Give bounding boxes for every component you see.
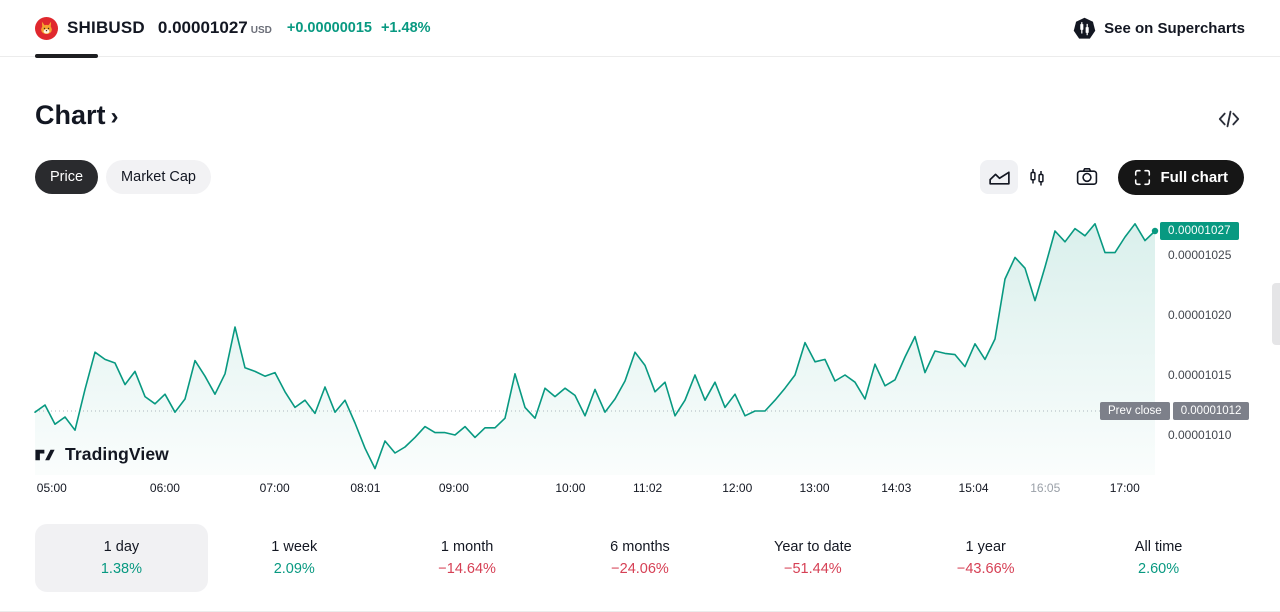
page-scrollbar-thumb[interactable]	[1272, 283, 1280, 345]
full-chart-label: Full chart	[1160, 168, 1228, 186]
candlestick-icon	[1030, 168, 1045, 185]
stat-6-months[interactable]: 6 months −24.06%	[554, 524, 727, 592]
stat-change-value: −14.64%	[438, 561, 496, 577]
symbol-ticker: SHIBUSD	[67, 18, 145, 37]
supercharts-icon	[1073, 17, 1096, 39]
price-toggle-button[interactable]: Price	[35, 160, 99, 194]
embed-code-icon[interactable]	[1216, 106, 1242, 132]
stat-1-week[interactable]: 1 week 2.09%	[208, 524, 381, 592]
stat-period-label: 1 day	[103, 539, 140, 555]
time-axis-label: 15:04	[958, 481, 989, 495]
chart-section-title[interactable]: Chart ›	[35, 100, 119, 131]
symbol-change: +0.00000015 +1.48%	[287, 20, 431, 36]
time-axis-label: 08:01	[350, 481, 381, 495]
stat-period-label: 1 year	[965, 539, 1006, 555]
time-axis-label: 10:00	[555, 481, 586, 495]
last-price-dot	[1151, 227, 1159, 235]
snapshot-button[interactable]	[1068, 160, 1106, 194]
stat-period-label: All time	[1134, 539, 1183, 555]
market-cap-toggle-button[interactable]: Market Cap	[106, 160, 211, 194]
time-axis-label: 05:00	[36, 481, 67, 495]
shib-coin-logo	[35, 16, 58, 40]
stat-period-label: 1 week	[271, 539, 318, 555]
stat-1-year[interactable]: 1 year −43.66%	[899, 524, 1072, 592]
fullscreen-icon	[1135, 169, 1151, 185]
prev-close-badge: Prev close 0.00001012	[1100, 402, 1250, 420]
time-axis-label: 12:00	[722, 481, 753, 495]
tradingview-logo-icon	[35, 449, 55, 460]
prev-close-tag: Prev close	[1100, 402, 1170, 420]
change-percent: +1.48%	[380, 20, 431, 36]
time-axis-label: 09:00	[438, 481, 469, 495]
symbol-price: 0.00001027	[157, 18, 248, 37]
time-axis-label: 06:00	[149, 481, 180, 495]
stat-change-value: 2.60%	[1138, 561, 1180, 577]
stat-change-value: 2.09%	[273, 561, 315, 577]
stat-period-label: 1 month	[440, 539, 494, 555]
chevron-right-icon: ›	[110, 102, 119, 130]
area-chart-icon	[989, 171, 1010, 185]
time-axis-label: 16:05	[1030, 481, 1061, 495]
full-chart-button[interactable]: Full chart	[1118, 159, 1244, 195]
tradingview-attribution[interactable]: TradingView	[35, 444, 169, 465]
time-axis-label: 13:00	[799, 481, 830, 495]
page-title: Chart	[35, 100, 106, 130]
stat-change-value: 1.38%	[100, 561, 142, 577]
time-axis-label: 17:00	[1109, 481, 1140, 495]
chart-controls: Price Market Cap	[35, 159, 1244, 195]
candles-chart-type-button[interactable]	[1018, 160, 1056, 194]
supercharts-label: See on Supercharts	[1104, 19, 1245, 37]
price-axis-label: 0.00001015	[1168, 368, 1232, 382]
prev-close-value: 0.00001012	[1172, 402, 1250, 420]
current-price-badge: 0.00001027	[1160, 222, 1239, 240]
time-axis-label: 11:02	[633, 481, 663, 495]
stat-all-time[interactable]: All time 2.60%	[1072, 524, 1245, 592]
price-line	[34, 223, 1156, 470]
stat-change-value: −43.66%	[956, 561, 1015, 577]
active-tab-indicator	[35, 54, 98, 58]
area-chart-type-button[interactable]	[980, 160, 1019, 194]
stat-change-value: −24.06%	[611, 561, 669, 577]
stat-change-value: −51.44%	[784, 561, 842, 577]
stat-period-label: 6 months	[610, 539, 670, 555]
symbol-currency: USD	[250, 25, 272, 36]
change-absolute: +0.00000015	[286, 20, 372, 36]
see-on-supercharts-link[interactable]: See on Supercharts	[1073, 17, 1245, 40]
price-axis-label: 0.00001010	[1168, 428, 1232, 442]
stat-year-to-date[interactable]: Year to date −51.44%	[726, 524, 899, 592]
time-axis-label: 14:03	[881, 481, 912, 495]
stat-1-month[interactable]: 1 month −14.64%	[381, 524, 554, 592]
price-area-fill	[35, 223, 1155, 475]
price-axis-label: 0.00001020	[1168, 308, 1232, 322]
price-axis-label: 0.00001025	[1168, 248, 1232, 262]
stat-period-label: Year to date	[774, 539, 852, 555]
symbol-header: SHIBUSD 0.00001027 USD +0.00000015 +1.48…	[0, 0, 1280, 57]
tradingview-logo-text: TradingView	[65, 444, 169, 464]
camera-icon	[1077, 168, 1098, 185]
stat-1-day[interactable]: 1 day 1.38%	[35, 524, 208, 592]
time-axis-label: 07:00	[259, 481, 290, 495]
period-performance-row: 1 day 1.38% 1 week 2.09% 1 month −14.64% 6 mon…	[35, 524, 1245, 592]
